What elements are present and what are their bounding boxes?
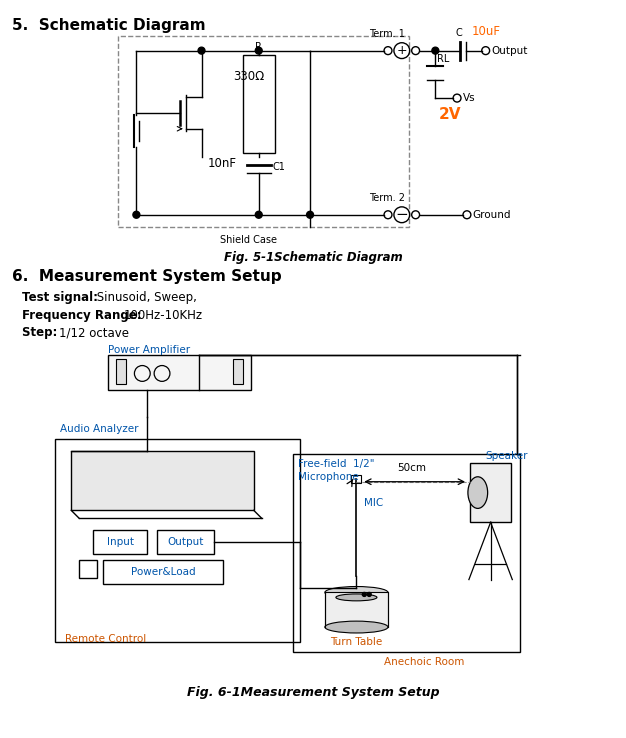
Text: R: R: [255, 41, 262, 52]
Bar: [233, 359, 243, 384]
Circle shape: [198, 47, 205, 54]
Bar: [56, 439, 300, 642]
Ellipse shape: [325, 621, 388, 633]
Text: 50cm: 50cm: [398, 463, 427, 473]
Text: 5.  Schematic Diagram: 5. Schematic Diagram: [12, 18, 206, 33]
Text: Frequency Range:: Frequency Range:: [22, 308, 141, 322]
Text: 10uF: 10uF: [472, 25, 501, 38]
Circle shape: [307, 211, 314, 218]
Ellipse shape: [325, 587, 388, 599]
Text: Sinusoid, Sweep,: Sinusoid, Sweep,: [93, 291, 197, 304]
Text: Term. 1: Term. 1: [369, 29, 405, 39]
Text: C1: C1: [272, 162, 285, 172]
Text: 10nF: 10nF: [208, 157, 237, 170]
Text: Test signal:: Test signal:: [22, 291, 98, 304]
Text: +: +: [396, 44, 407, 57]
Text: 100Hz-10KHz: 100Hz-10KHz: [123, 308, 203, 322]
Text: Output: Output: [491, 46, 528, 55]
Bar: [325, 593, 388, 627]
Circle shape: [133, 211, 140, 218]
Text: Ground: Ground: [473, 210, 511, 220]
Text: Term. 2: Term. 2: [369, 193, 405, 203]
Text: 1/12 octave: 1/12 octave: [59, 326, 130, 339]
Text: RL: RL: [438, 54, 449, 63]
Bar: [79, 560, 97, 578]
Text: Turn Table: Turn Table: [331, 637, 382, 647]
Text: Microphone: Microphone: [298, 472, 359, 482]
Text: 6.  Measurement System Setup: 6. Measurement System Setup: [12, 269, 282, 284]
Bar: [108, 355, 251, 390]
Text: Input: Input: [106, 537, 133, 547]
Circle shape: [367, 593, 371, 596]
Text: MIC: MIC: [364, 498, 384, 508]
Text: Power&Load: Power&Load: [131, 567, 195, 576]
Text: Shield Case: Shield Case: [220, 235, 277, 244]
Bar: [293, 454, 520, 652]
Bar: [470, 463, 511, 523]
Bar: [157, 530, 214, 554]
Text: 2V: 2V: [439, 108, 461, 123]
Circle shape: [432, 47, 439, 54]
Bar: [116, 359, 126, 384]
Ellipse shape: [468, 477, 488, 508]
Text: Power Amplifier: Power Amplifier: [108, 345, 190, 355]
Bar: [351, 475, 361, 483]
Text: Fig. 6-1Measurement System Setup: Fig. 6-1Measurement System Setup: [187, 686, 439, 700]
Circle shape: [255, 211, 262, 218]
Text: Vs: Vs: [463, 93, 476, 103]
Text: Anechoic Room: Anechoic Room: [384, 657, 464, 666]
Text: Step:: Step:: [22, 326, 61, 339]
Text: C: C: [456, 28, 463, 38]
Text: Remote Control: Remote Control: [65, 634, 146, 644]
Text: Free-field  1/2": Free-field 1/2": [298, 459, 375, 469]
Text: Output: Output: [168, 537, 204, 547]
Text: Audio Analyzer: Audio Analyzer: [60, 424, 139, 434]
Text: Speaker: Speaker: [486, 451, 528, 461]
Bar: [103, 560, 223, 584]
Circle shape: [255, 47, 262, 54]
Circle shape: [362, 593, 366, 596]
Text: −: −: [396, 207, 408, 222]
Text: 330Ω: 330Ω: [233, 70, 265, 83]
Bar: [93, 530, 147, 554]
Ellipse shape: [336, 594, 377, 601]
Bar: [71, 451, 254, 511]
Text: Fig. 5-1Schematic Diagram: Fig. 5-1Schematic Diagram: [223, 252, 403, 264]
Bar: [243, 55, 275, 154]
Bar: [118, 36, 409, 227]
